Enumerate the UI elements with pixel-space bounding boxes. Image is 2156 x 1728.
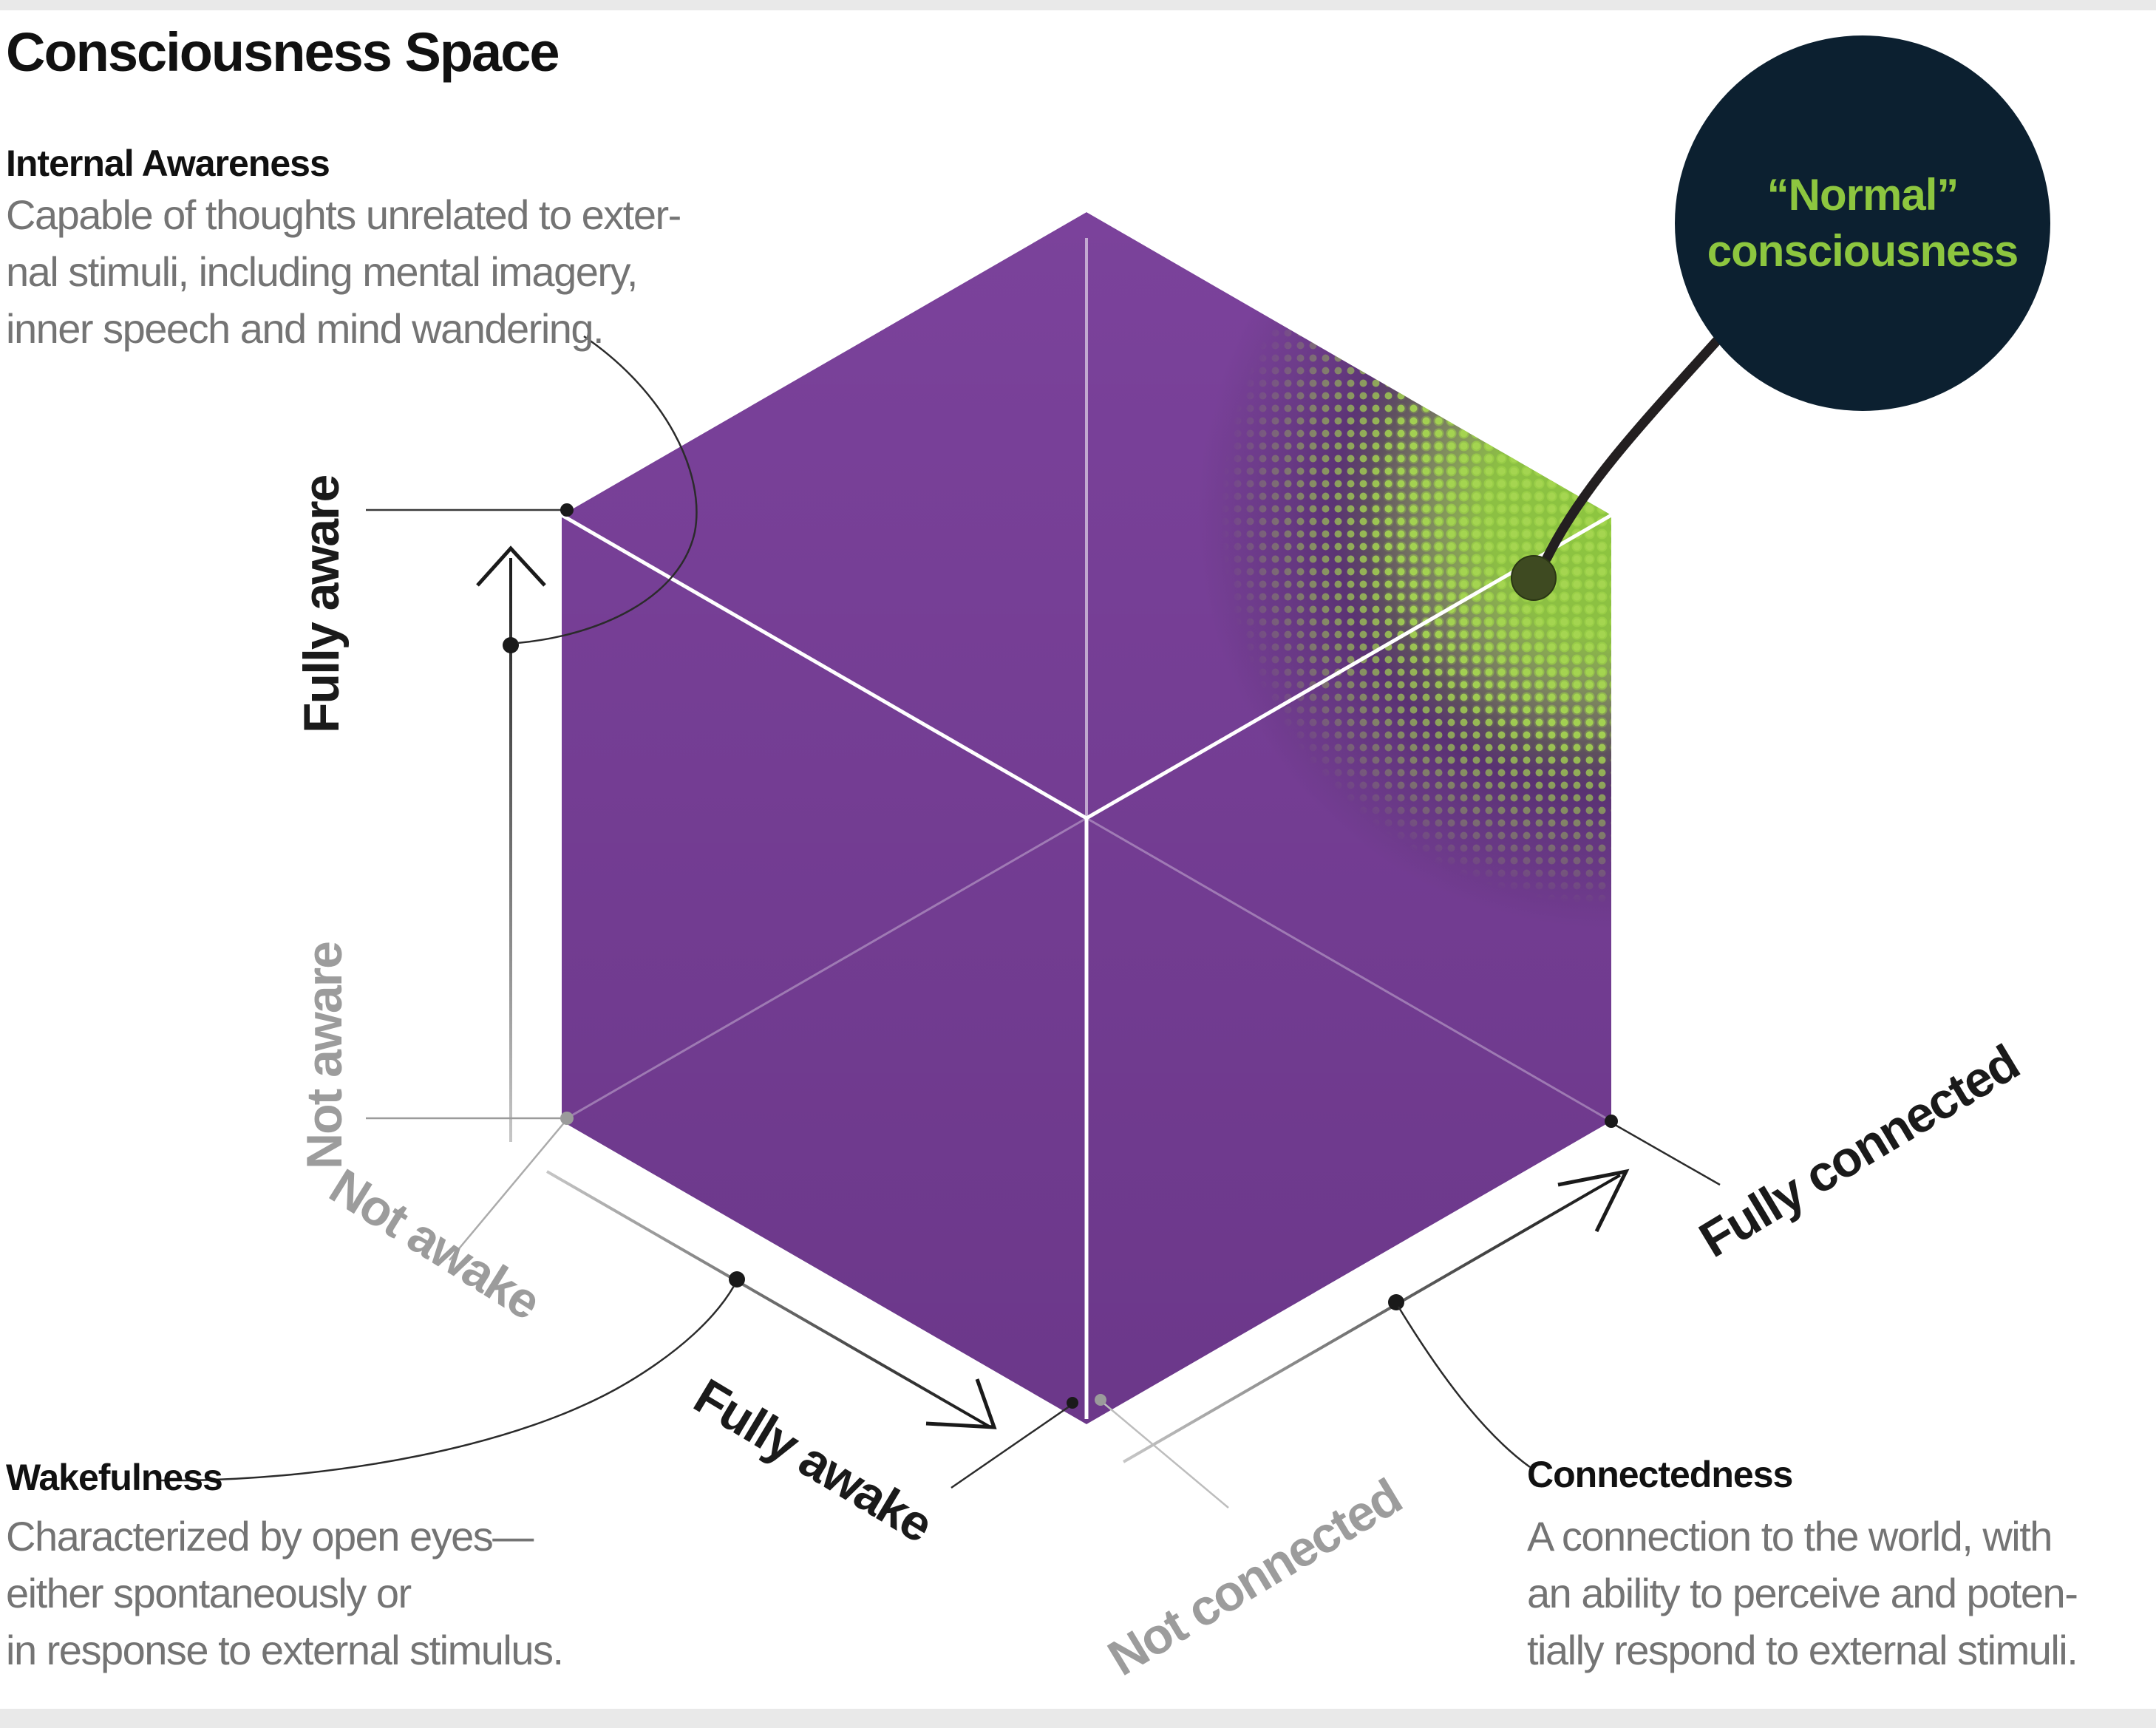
awareness-leader-anchor-dot	[503, 637, 519, 653]
fully-connected-vertex-dot	[1605, 1115, 1618, 1128]
top-divider-bar	[0, 0, 2156, 10]
awareness-axis-min-label: Not aware	[296, 942, 353, 1169]
wakefulness-description-line: in response to external stimulus.	[6, 1627, 564, 1673]
callout-text-line: “Normal”	[1766, 170, 1959, 220]
connectedness-axis	[1095, 1115, 1721, 1508]
connectedness-leader-line	[1397, 1306, 1531, 1469]
not-connected-corner-tick	[1100, 1400, 1229, 1508]
internal-awareness-description-line: nal stimuli, including mental imagery,	[6, 248, 638, 295]
wakefulness-heading: Wakefulness	[6, 1457, 223, 1498]
internal-awareness-description-line: inner speech and mind wandering.	[6, 305, 605, 352]
normal-consciousness-marker	[1511, 555, 1557, 601]
callout-text-line: consciousness	[1707, 226, 2019, 276]
connectedness-description-line: an ability to perceive and poten-	[1527, 1570, 2078, 1616]
normal-consciousness-callout: “Normal” consciousness	[1675, 35, 2050, 411]
fully-awake-corner-tick	[951, 1403, 1073, 1489]
down-right-arrow-icon	[925, 1378, 997, 1429]
wakefulness-description-line: either spontaneously or	[6, 1570, 412, 1616]
wakefulness-leader-anchor-dot	[729, 1271, 745, 1288]
fully-connected-corner-tick	[1611, 1121, 1721, 1186]
cube-edges	[560, 238, 1613, 1419]
connectedness-leader-anchor-dot	[1388, 1294, 1404, 1310]
wakefulness-leader-line	[158, 1285, 735, 1482]
up-right-arrow-icon	[1557, 1169, 1630, 1233]
fully-aware-vertex-dot	[560, 503, 574, 517]
connectedness-description-line: A connection to the world, with	[1527, 1513, 2053, 1559]
leader-lines	[158, 335, 1531, 1482]
wakefulness-description-line: Characterized by open eyes—	[6, 1513, 534, 1559]
page-title: Consciousness Space	[6, 21, 560, 83]
not-awake-corner-tick	[449, 1120, 566, 1261]
not-aware-vertex-dot	[560, 1112, 574, 1125]
fully-awake-vertex-dot	[1067, 1397, 1078, 1409]
internal-awareness-description-line: Capable of thoughts unrelated to exter-	[6, 191, 681, 238]
awareness-axis	[366, 503, 574, 1261]
not-connected-vertex-dot	[1095, 1394, 1106, 1406]
internal-awareness-heading: Internal Awareness	[6, 143, 330, 184]
callout-leader-line	[1542, 336, 1721, 563]
awareness-axis-max-label: Fully aware	[293, 475, 350, 733]
connectedness-heading: Connectedness	[1527, 1454, 1793, 1495]
cube	[560, 212, 1613, 1424]
connectedness-description-line: tially respond to external stimuli.	[1527, 1627, 2078, 1673]
bottom-divider-bar	[0, 1709, 2156, 1728]
internal-awareness-leader-line	[517, 335, 698, 644]
up-arrow-icon	[476, 545, 546, 587]
wakefulness-axis	[546, 1170, 1078, 1489]
